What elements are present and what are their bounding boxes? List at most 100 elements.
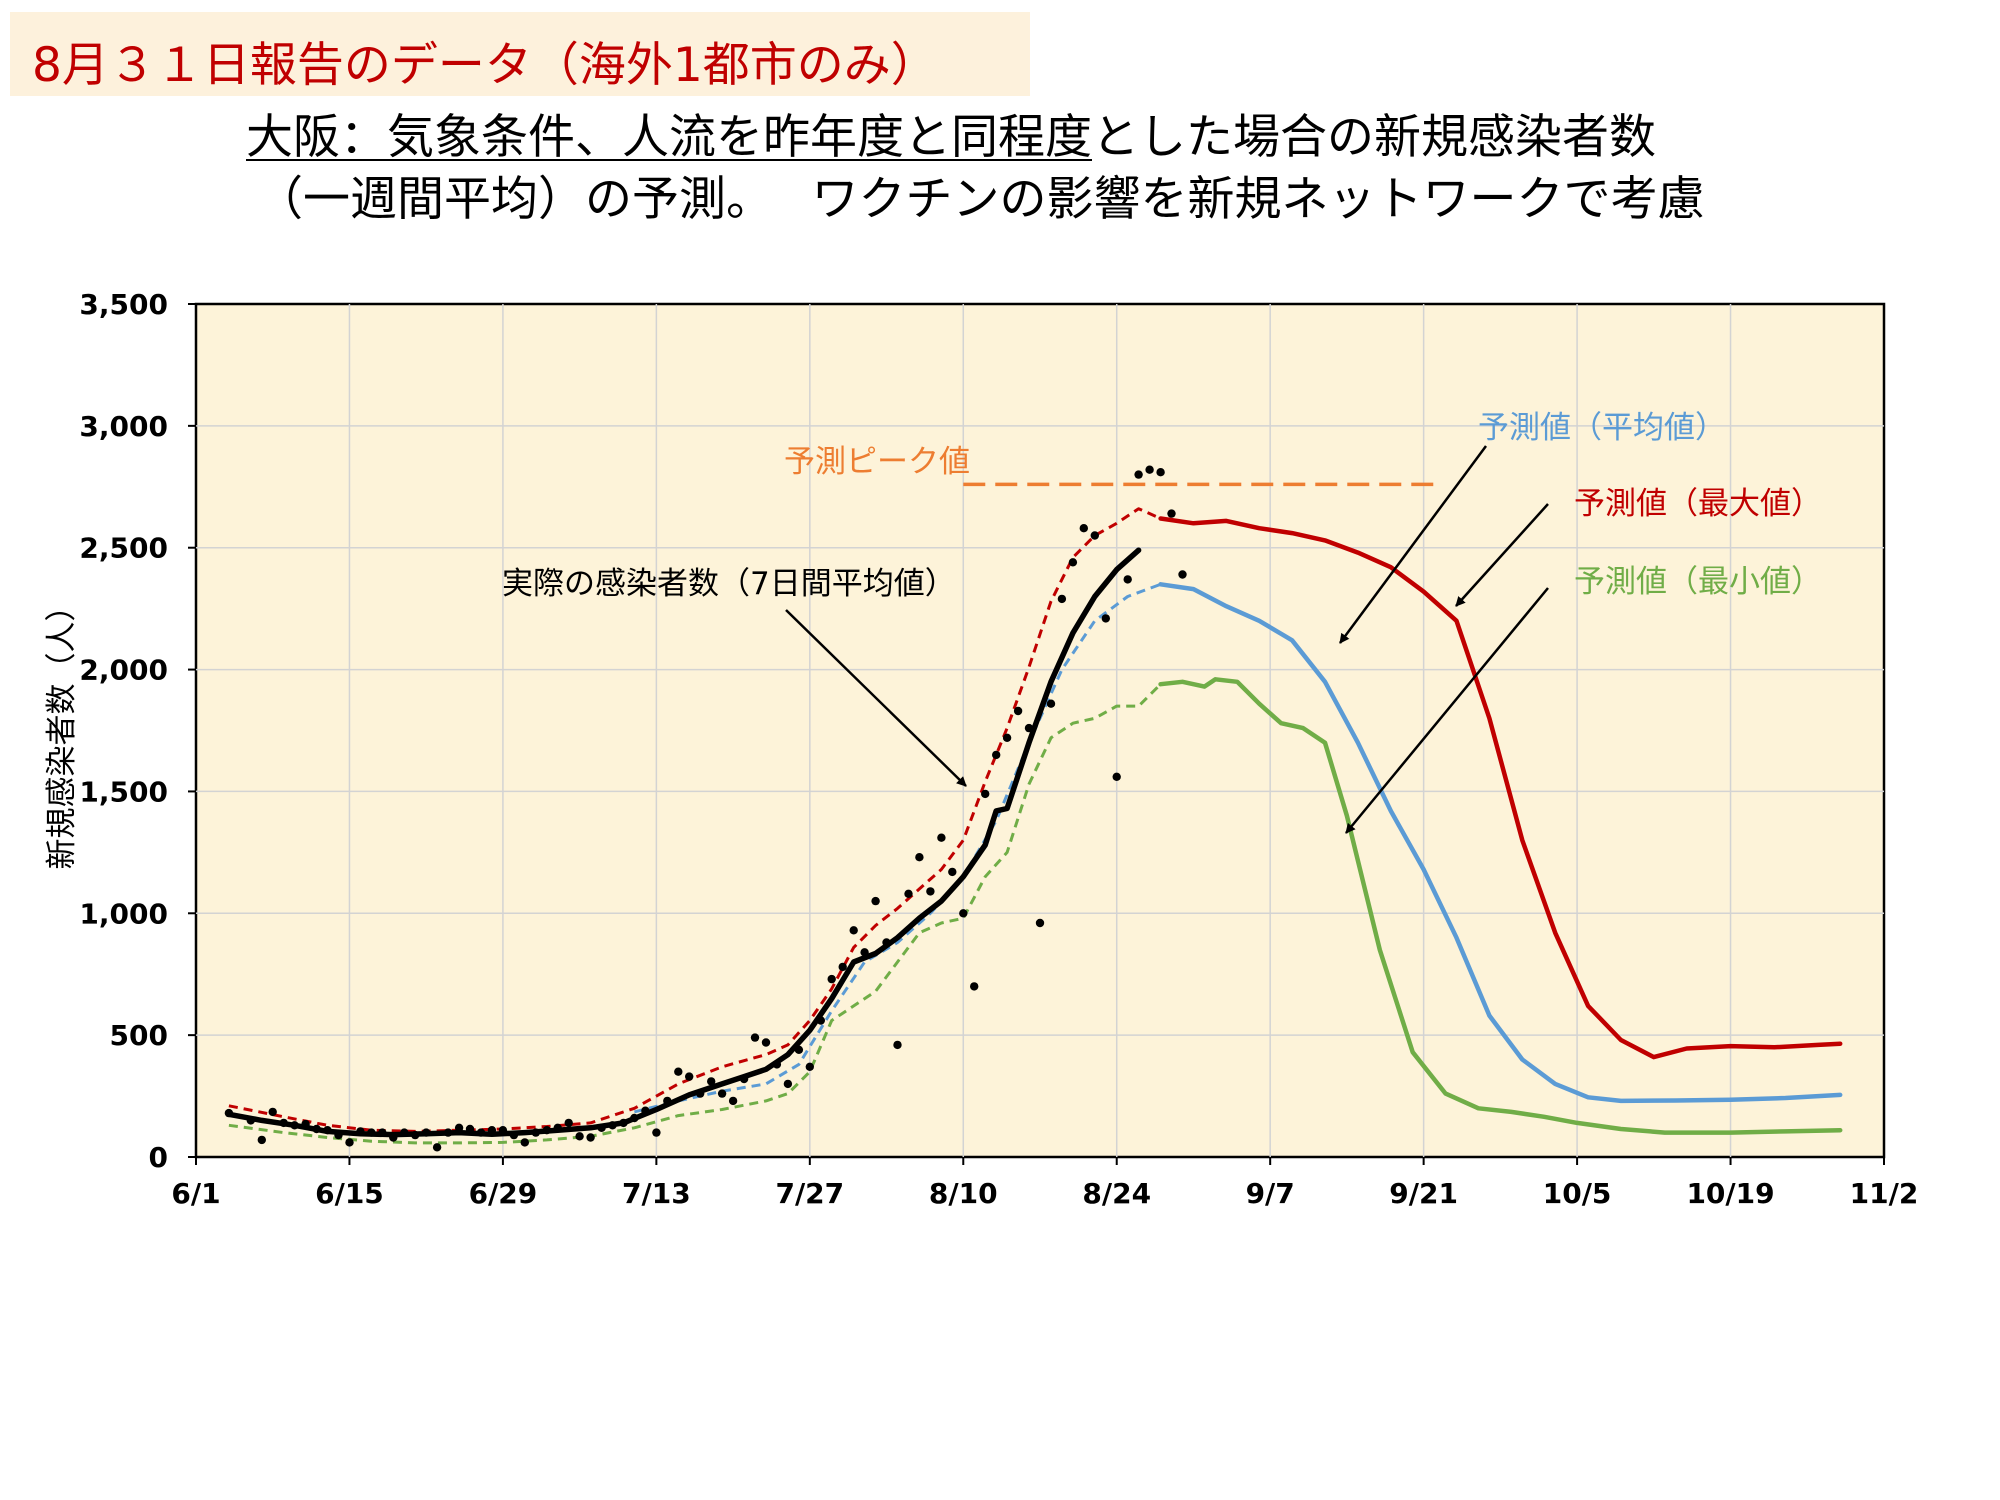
x-tick-label: 7/13	[622, 1177, 691, 1210]
data-point	[597, 1123, 606, 1133]
data-point	[915, 853, 924, 862]
data-point	[893, 1040, 902, 1050]
data-point	[904, 889, 913, 898]
data-point	[334, 1130, 343, 1140]
data-point	[652, 1128, 661, 1137]
series-line-mean	[1158, 582, 1843, 1104]
data-point	[794, 1045, 804, 1055]
data-point	[1145, 465, 1154, 474]
data-point	[871, 896, 880, 906]
data-point	[279, 1118, 288, 1128]
data-point	[246, 1116, 255, 1125]
data-point	[301, 1119, 310, 1129]
y-axis-ticks: 0 500 1,000 1,500 2,000 2,500 3,000 3,500	[79, 288, 196, 1174]
y-tick-label: 2,500	[79, 532, 168, 565]
data-point	[542, 1126, 551, 1135]
data-point	[849, 926, 858, 935]
x-tick-label: 11/2	[1850, 1177, 1919, 1210]
x-axis-ticks: 6/1 6/15 6/29 7/13 7/27 8/10 8/24 9/7 9/21 10/5 10…	[171, 1157, 1918, 1210]
data-point	[1123, 575, 1132, 584]
mean-callout-arrow	[1338, 445, 1488, 644]
data-point	[323, 1126, 332, 1135]
x-tick-label: 6/29	[469, 1177, 538, 1210]
data-point	[1156, 468, 1165, 477]
actual-callout-arrow	[785, 609, 967, 787]
data-point	[520, 1138, 529, 1147]
data-point	[685, 1072, 694, 1081]
data-point	[619, 1118, 628, 1128]
data-point	[937, 833, 946, 842]
data-point	[827, 974, 836, 984]
data-point	[312, 1124, 321, 1134]
data-point	[476, 1128, 486, 1137]
report-date-text: 8月３１日報告のデータ（海外1都市のみ）	[32, 38, 938, 93]
data-point	[926, 887, 935, 896]
data-point	[805, 1062, 814, 1072]
data-point	[224, 1108, 234, 1118]
x-tick-label: 6/15	[315, 1177, 384, 1210]
data-point	[981, 789, 990, 799]
max-callout-arrow	[1455, 503, 1549, 607]
x-tick-label: 6/1	[171, 1177, 220, 1210]
data-point	[992, 750, 1001, 760]
gridlines	[196, 304, 1884, 1157]
data-point	[959, 909, 968, 918]
data-point	[728, 1096, 738, 1106]
x-tick-label: 10/5	[1543, 1177, 1612, 1210]
data-point	[1046, 699, 1056, 708]
data-point	[531, 1128, 540, 1137]
data-point	[608, 1121, 617, 1130]
data-point	[575, 1132, 584, 1141]
data-point	[498, 1126, 508, 1135]
y-tick-label: 3,500	[79, 288, 168, 321]
data-point	[422, 1128, 431, 1137]
data-point	[717, 1089, 727, 1098]
data-point	[432, 1143, 442, 1152]
data-point	[454, 1123, 464, 1133]
peak-label: 予測ピーク値	[784, 444, 970, 480]
data-point	[553, 1123, 562, 1133]
data-point	[816, 1016, 825, 1025]
y-axis-label: 新規感染者数（人）	[44, 591, 80, 870]
data-point	[564, 1118, 573, 1128]
data-point	[443, 1128, 453, 1137]
data-point	[707, 1077, 716, 1086]
data-point	[970, 982, 979, 991]
data-point	[750, 1033, 760, 1042]
data-point	[696, 1089, 705, 1098]
min-label: 予測値（最小値）	[1574, 564, 1822, 600]
data-point	[586, 1133, 595, 1142]
y-tick-label: 2,000	[79, 654, 168, 687]
data-point	[290, 1121, 299, 1130]
data-point	[257, 1135, 266, 1145]
daily-data-points	[224, 465, 1187, 1152]
data-point	[1178, 570, 1187, 579]
data-point	[1134, 470, 1143, 479]
data-point	[1167, 509, 1176, 518]
data-point	[948, 867, 957, 877]
data-point	[1013, 706, 1023, 716]
data-point	[400, 1128, 409, 1137]
data-point	[739, 1074, 749, 1084]
min-callout-arrow	[1345, 587, 1549, 834]
data-point	[268, 1107, 277, 1117]
data-point	[487, 1126, 497, 1135]
title-underlined-part: 大阪：気象条件、人流を昨年度と同程度	[246, 110, 1092, 165]
x-tick-label: 8/10	[929, 1177, 998, 1210]
data-point	[1002, 733, 1012, 742]
data-point	[389, 1133, 398, 1142]
data-point	[838, 962, 847, 972]
x-tick-label: 8/24	[1082, 1177, 1151, 1210]
series-line-min	[1158, 677, 1843, 1135]
series-line-mean-dashed	[634, 582, 1162, 1114]
x-tick-label: 9/7	[1246, 1177, 1295, 1210]
data-point	[1068, 558, 1078, 567]
chart-title-line-2: （一週間平均）の予測。 ワクチンの影響を新規ネットワークで考慮	[256, 172, 1705, 227]
x-tick-label: 7/27	[775, 1177, 844, 1210]
series-line-min-dashed	[228, 683, 1162, 1145]
title-rest-part: とした場合の新規感染者数	[1092, 110, 1656, 165]
data-point	[1024, 723, 1034, 733]
data-point	[761, 1038, 771, 1047]
y-tick-label: 1,500	[79, 775, 168, 808]
